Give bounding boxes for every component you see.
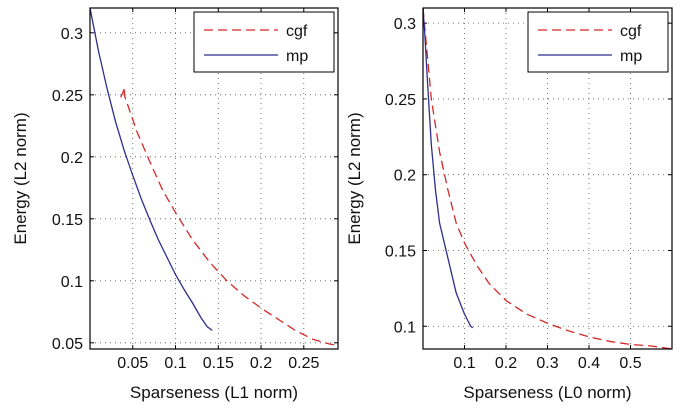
legend-label-mp: mp <box>620 48 642 65</box>
y-tick-label: 0.2 <box>394 168 416 185</box>
y-tick-label: 0.15 <box>385 243 416 260</box>
legend-box <box>193 11 335 73</box>
x-tick-label: 0.5 <box>619 355 641 372</box>
x-tick-label: 0.1 <box>164 355 186 372</box>
y-tick-label: 0.15 <box>52 212 83 229</box>
x-tick-label: 0.2 <box>250 355 272 372</box>
x-tick-label: 0.15 <box>203 355 234 372</box>
y-tick-label: 0.25 <box>385 92 416 109</box>
series-line-cgf <box>422 7 673 350</box>
x-tick-label: 0.25 <box>288 355 319 372</box>
x-tick-label: 0.3 <box>536 355 558 372</box>
legend-box <box>527 11 669 73</box>
axes-box <box>422 7 673 350</box>
y-tick-label: 0.1 <box>61 274 83 291</box>
series-line-mp <box>89 7 213 331</box>
chart-panel-left: 0.05 0.1 0.15 0.2 0.25 0.05 0.1 0.15 0.2 0.25 0.3 c… <box>11 7 339 402</box>
x-tick-label: 0.05 <box>117 355 148 372</box>
y-tick-label: 0.3 <box>394 16 416 33</box>
y-tick-label: 0.1 <box>394 319 416 336</box>
legend-label-cgf: cgf <box>620 23 642 40</box>
x-tick-label: 0.4 <box>578 355 600 372</box>
chart-panel-right: 0.1 0.2 0.3 0.4 0.5 0.1 0.15 0.2 0.25 0.3 cgf mp Spa… <box>345 7 673 402</box>
axes-box <box>89 7 339 350</box>
legend-label-cgf: cgf <box>286 23 308 40</box>
y-axis-label: Energy (L2 norm) <box>345 112 364 244</box>
series-line-cgf <box>120 86 339 346</box>
x-axis-label: Sparseness (L0 norm) <box>463 383 631 402</box>
y-axis-label: Energy (L2 norm) <box>11 112 30 244</box>
y-tick-label: 0.25 <box>52 88 83 105</box>
series-line-mp <box>422 7 474 329</box>
y-tick-label: 0.3 <box>61 26 83 43</box>
x-tick-label: 0.1 <box>453 355 475 372</box>
x-tick-label: 0.2 <box>495 355 517 372</box>
y-tick-label: 0.05 <box>52 336 83 353</box>
x-axis-label: Sparseness (L1 norm) <box>130 383 298 402</box>
y-tick-label: 0.2 <box>61 150 83 167</box>
legend-label-mp: mp <box>286 48 308 65</box>
